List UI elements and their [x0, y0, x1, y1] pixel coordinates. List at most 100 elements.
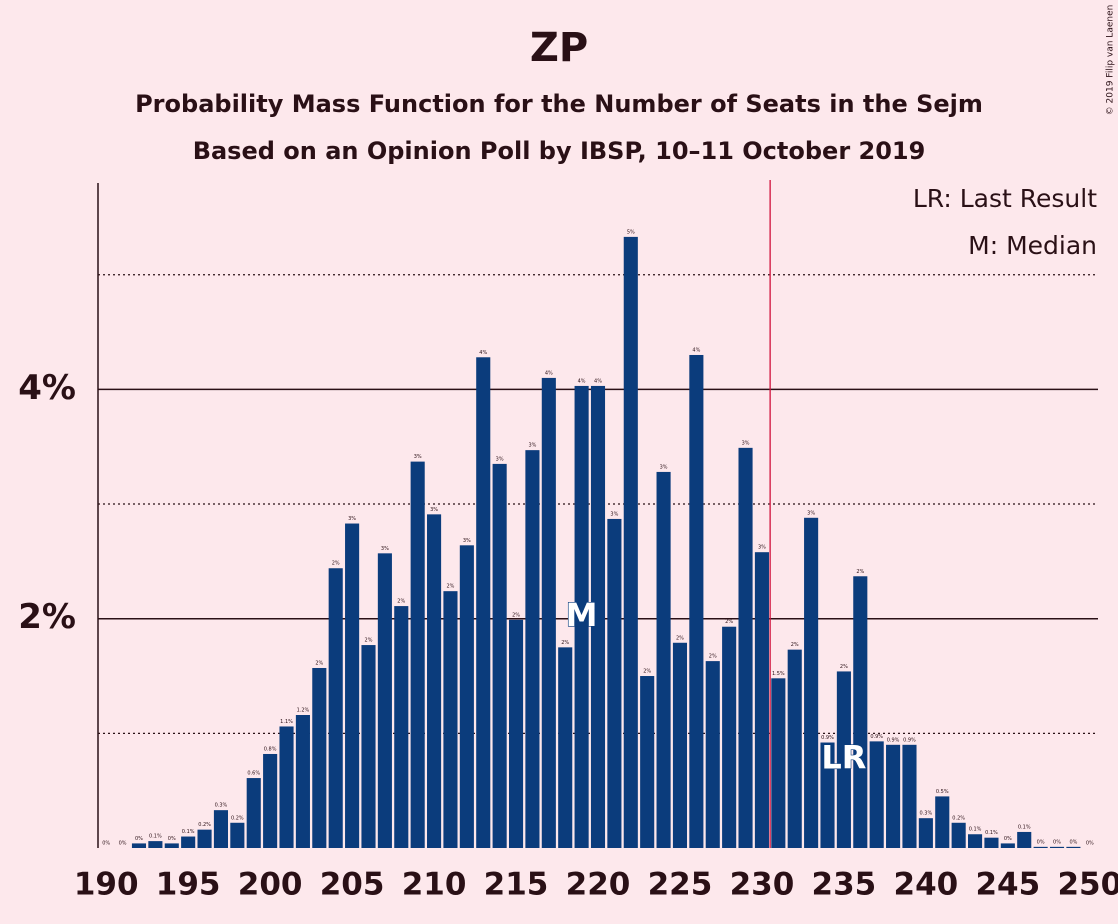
bar	[1066, 846, 1081, 848]
bar	[443, 591, 458, 848]
x-tick-label: 225	[648, 867, 713, 903]
value-label: 0%	[135, 836, 143, 842]
value-label: 3%	[463, 538, 471, 544]
value-label: 2%	[709, 654, 717, 660]
value-label: 3%	[742, 440, 750, 446]
x-tick-label: 235	[812, 867, 877, 903]
chart-subtitle: Based on an Opinion Poll by IBSP, 10–11 …	[193, 137, 926, 165]
bar	[738, 447, 753, 848]
value-label: 2%	[840, 664, 848, 670]
value-label: 0.2%	[198, 822, 211, 828]
value-label: 1.5%	[772, 671, 785, 677]
bar	[754, 552, 769, 848]
bar	[787, 649, 802, 848]
chart-title: ZP	[530, 25, 588, 71]
x-tick-label: 240	[894, 867, 959, 903]
bar	[853, 576, 868, 848]
value-label: 2%	[561, 640, 569, 646]
chart-subtitle: Probability Mass Function for the Number…	[135, 90, 983, 118]
bar	[476, 357, 491, 848]
bar	[148, 841, 163, 848]
bar	[574, 385, 589, 848]
value-label: 0.1%	[985, 830, 998, 836]
value-label: 0%	[119, 841, 127, 847]
value-label: 0.2%	[231, 815, 244, 821]
bar	[181, 836, 196, 848]
value-label: 3%	[381, 546, 389, 552]
x-tick-label: 220	[566, 867, 631, 903]
bar	[328, 568, 343, 848]
value-label: 2%	[332, 561, 340, 567]
bar	[263, 753, 278, 848]
bar	[804, 517, 819, 848]
value-label: 1.2%	[297, 708, 310, 714]
bar	[164, 843, 179, 848]
bar	[918, 818, 933, 848]
x-tick-label: 190	[74, 867, 139, 903]
bar	[820, 742, 835, 848]
value-label: 3%	[807, 510, 815, 516]
value-label: 2%	[725, 619, 733, 625]
bar	[246, 778, 261, 848]
legend-entry: M: Median	[968, 231, 1097, 260]
value-label: 0.1%	[182, 829, 195, 835]
bar	[886, 744, 901, 848]
value-label: 3%	[496, 456, 504, 462]
value-label: 4%	[545, 370, 553, 376]
value-label: 0%	[1069, 839, 1077, 845]
value-label: 0%	[1086, 841, 1094, 847]
value-label: 2%	[315, 660, 323, 666]
bar	[1017, 831, 1032, 848]
value-label: 0.1%	[969, 827, 982, 833]
bar	[640, 676, 655, 848]
value-label: 2%	[446, 584, 454, 590]
value-label: 0.8%	[264, 746, 277, 752]
bar	[492, 463, 507, 848]
bar	[968, 834, 983, 848]
bar	[869, 741, 884, 848]
bar	[394, 606, 409, 848]
value-label: 0%	[1004, 836, 1012, 842]
bar	[345, 523, 360, 848]
value-label: 3%	[430, 507, 438, 513]
value-label: 0.9%	[821, 735, 834, 741]
bar	[1000, 843, 1015, 848]
x-tick-label: 250	[1057, 867, 1118, 903]
bar	[558, 647, 573, 848]
bar	[935, 796, 950, 848]
bar	[656, 471, 671, 848]
value-label: 1.1%	[280, 719, 293, 725]
bar	[623, 236, 638, 848]
bar	[361, 645, 376, 848]
value-label: 3%	[414, 454, 422, 460]
value-label: 0%	[102, 841, 110, 847]
value-label: 0.9%	[887, 737, 900, 743]
x-tick-label: 210	[402, 867, 467, 903]
bar	[427, 514, 442, 848]
value-label: 0.9%	[903, 737, 916, 743]
value-label: 0%	[1037, 839, 1045, 845]
bar	[1049, 846, 1065, 848]
value-label: 0.3%	[215, 803, 228, 809]
value-label: 4%	[578, 378, 586, 384]
value-label: 0.1%	[1018, 824, 1031, 830]
bar	[836, 671, 851, 848]
value-label: 0.2%	[952, 815, 965, 821]
value-label: 2%	[643, 669, 651, 675]
bar	[672, 642, 688, 848]
value-label: 0.9%	[870, 734, 883, 740]
bar	[722, 626, 737, 848]
x-tick-label: 230	[730, 867, 795, 903]
bar	[525, 450, 540, 848]
value-label: 4%	[479, 350, 487, 356]
bar	[279, 726, 294, 848]
bar	[377, 553, 392, 848]
bar	[295, 715, 310, 848]
x-tick-label: 205	[320, 867, 385, 903]
bar	[607, 518, 622, 848]
value-label: 3%	[660, 464, 668, 470]
value-label: 0.5%	[936, 789, 949, 795]
x-tick-label: 195	[156, 867, 221, 903]
value-label: 2%	[856, 569, 864, 575]
